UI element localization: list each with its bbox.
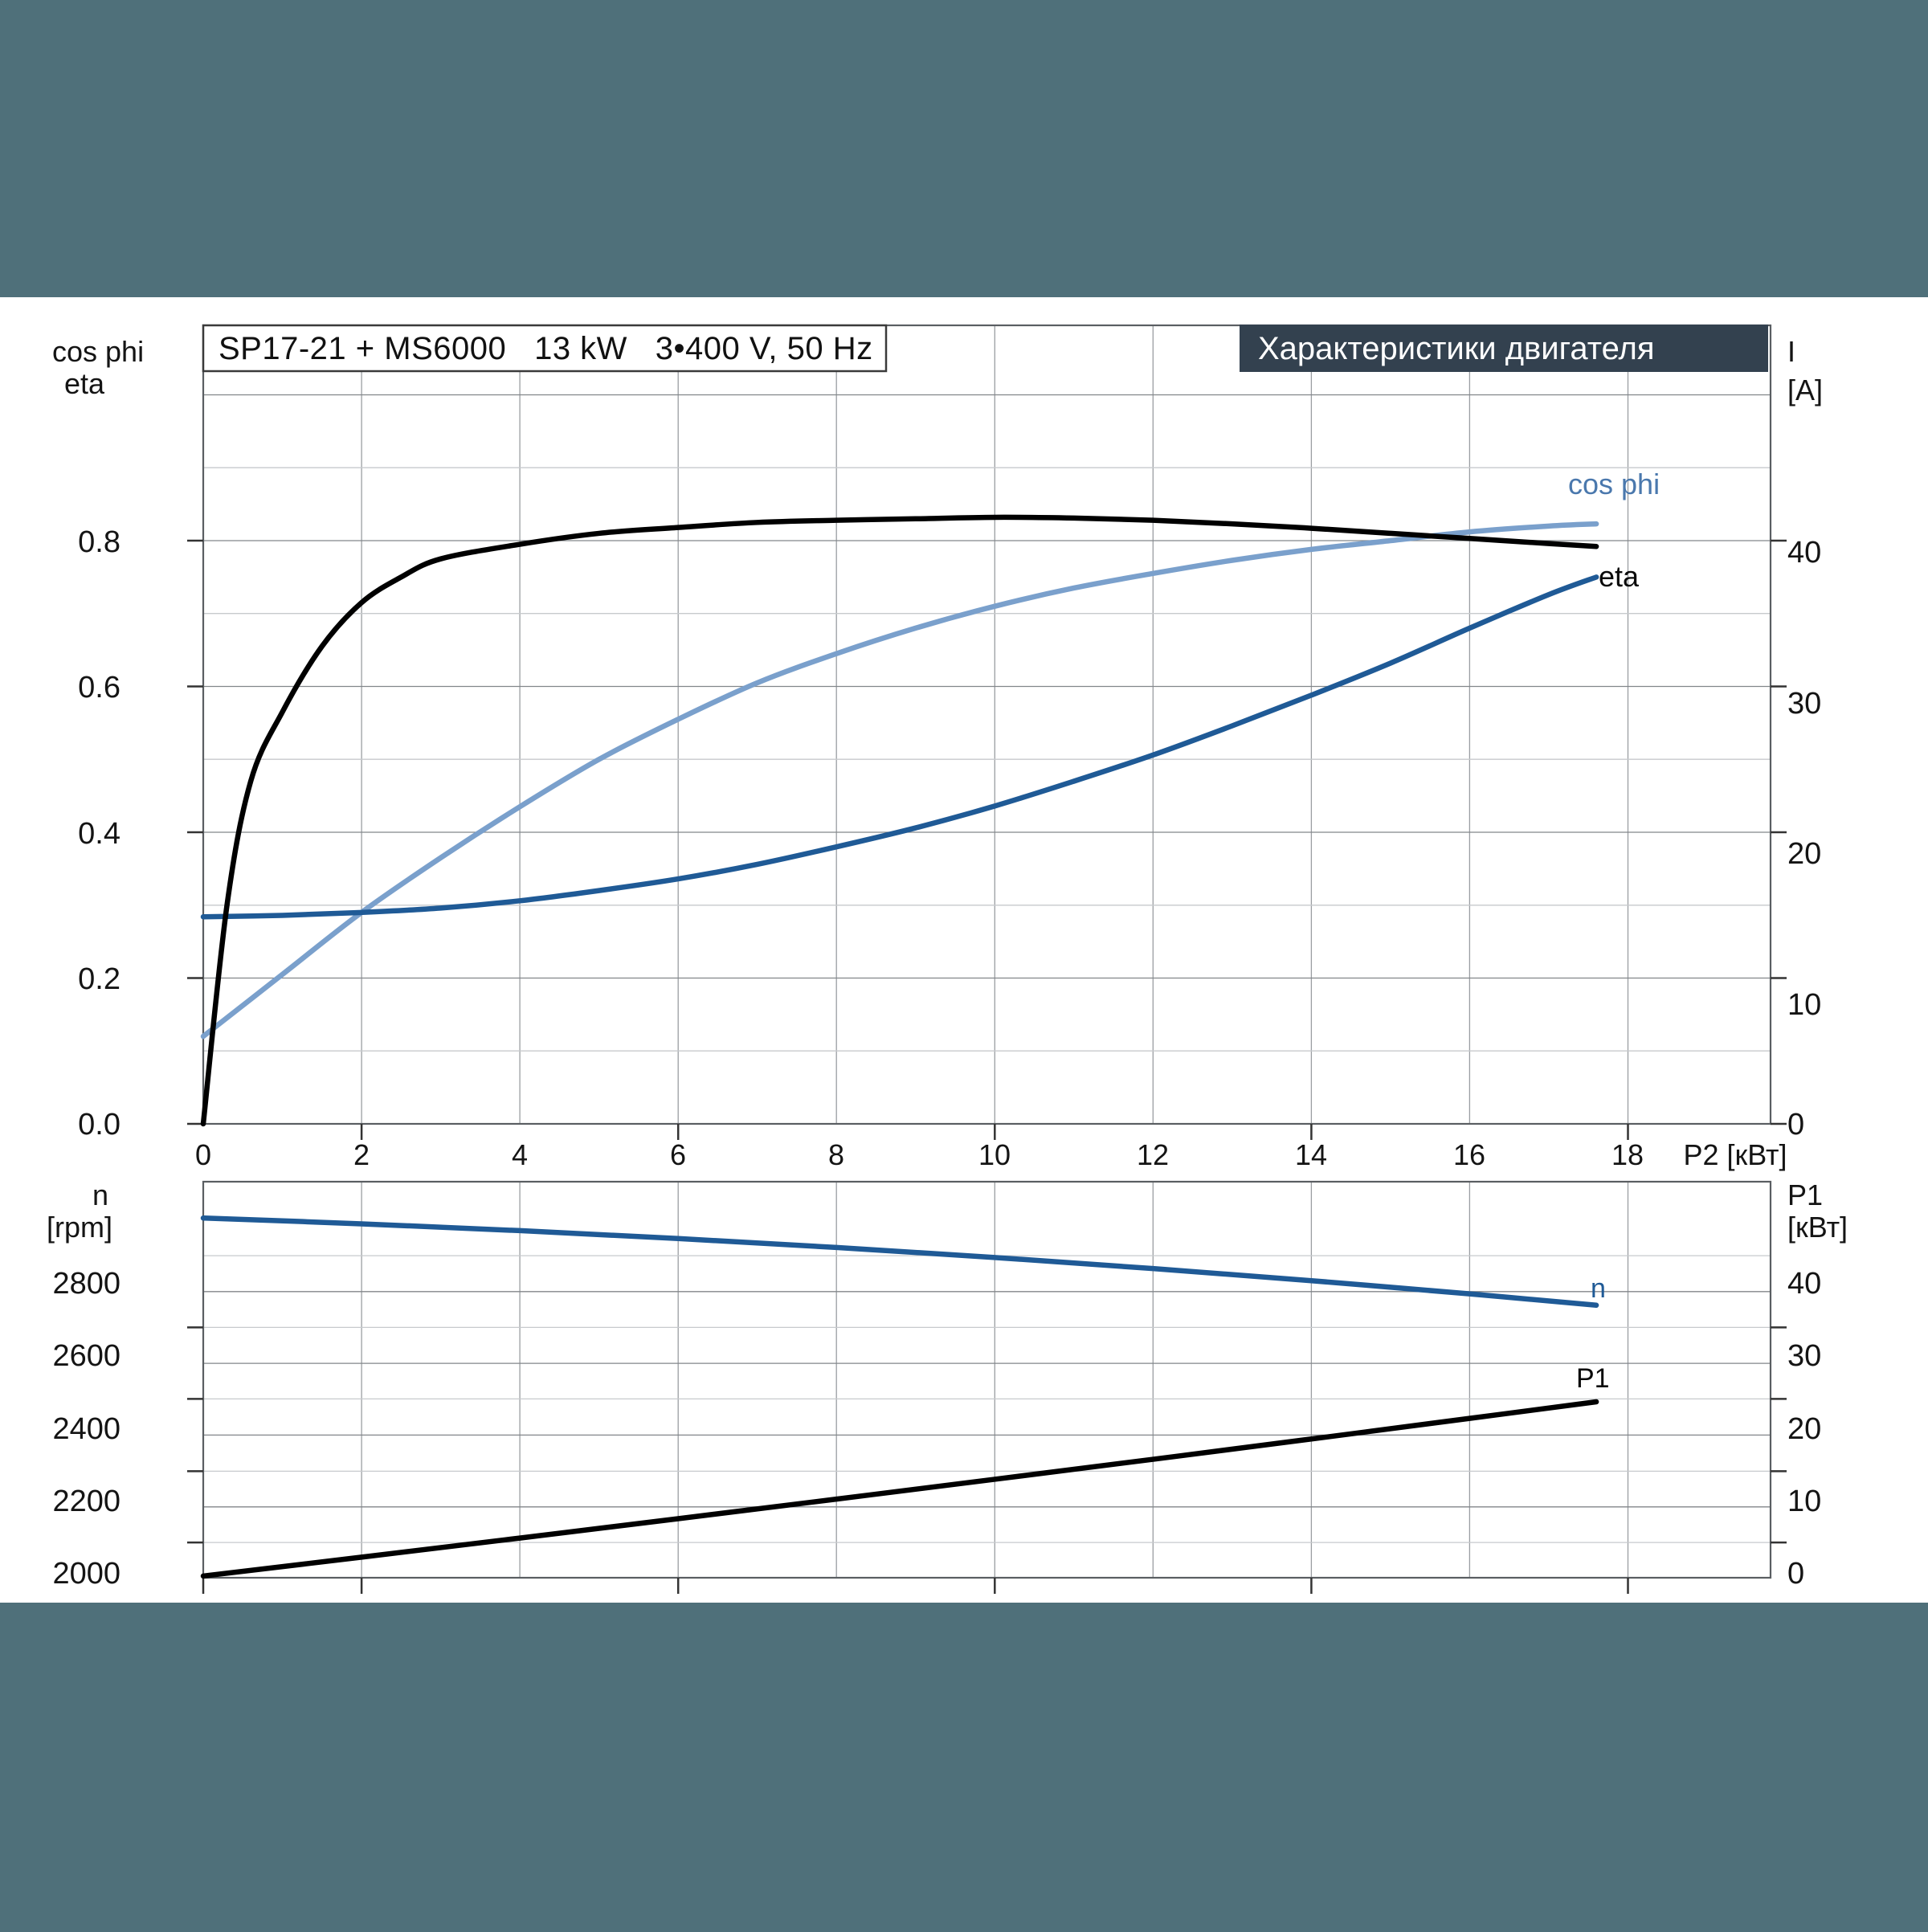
svg-text:2600: 2600 <box>52 1339 120 1373</box>
svg-text:20: 20 <box>1787 837 1821 871</box>
svg-text:14: 14 <box>1295 1138 1327 1171</box>
svg-text:0.6: 0.6 <box>78 671 120 705</box>
svg-text:18: 18 <box>1611 1138 1644 1171</box>
svg-text:12: 12 <box>1137 1138 1169 1171</box>
svg-text:16: 16 <box>1453 1138 1485 1171</box>
svg-text:10: 10 <box>1787 1485 1821 1518</box>
svg-text:P2 [кВт]: P2 [кВт] <box>1683 1138 1787 1171</box>
svg-text:30: 30 <box>1787 1339 1821 1373</box>
svg-text:SP17-21 + MS6000 13 kW 3•4: SP17-21 + MS6000 13 kW 3•400 V, 50 Hz <box>219 331 873 366</box>
svg-text:2800: 2800 <box>52 1267 120 1301</box>
svg-text:P1: P1 <box>1576 1363 1610 1394</box>
svg-text:30: 30 <box>1787 687 1821 721</box>
svg-text:[кВт]: [кВт] <box>1787 1211 1848 1244</box>
svg-text:0.4: 0.4 <box>78 817 120 851</box>
svg-text:0.2: 0.2 <box>78 962 120 996</box>
svg-text:2200: 2200 <box>52 1485 120 1518</box>
svg-text:0.0: 0.0 <box>78 1108 120 1142</box>
svg-text:0: 0 <box>195 1138 211 1171</box>
svg-text:6: 6 <box>670 1138 686 1171</box>
svg-text:20: 20 <box>1787 1412 1821 1446</box>
svg-text:0.8: 0.8 <box>78 525 120 559</box>
svg-text:2400: 2400 <box>52 1412 120 1446</box>
svg-text:0: 0 <box>1787 1557 1804 1591</box>
svg-text:0: 0 <box>1787 1108 1804 1142</box>
svg-text:cos phi: cos phi <box>52 335 144 368</box>
svg-text:4: 4 <box>512 1138 528 1171</box>
svg-text:P1: P1 <box>1787 1178 1823 1211</box>
svg-text:Характеристики двигателя: Характеристики двигателя <box>1258 331 1655 366</box>
svg-text:cos phi: cos phi <box>1568 468 1660 500</box>
svg-text:[A]: [A] <box>1787 374 1823 406</box>
svg-text:40: 40 <box>1787 1267 1821 1301</box>
svg-text:10: 10 <box>1787 988 1821 1022</box>
svg-text:n: n <box>92 1178 108 1211</box>
svg-text:10: 10 <box>978 1138 1011 1171</box>
svg-text:[rpm]: [rpm] <box>47 1211 112 1244</box>
svg-text:2000: 2000 <box>52 1557 120 1591</box>
svg-text:eta: eta <box>64 367 105 400</box>
svg-text:8: 8 <box>828 1138 844 1171</box>
svg-text:eta: eta <box>1599 560 1640 593</box>
svg-text:40: 40 <box>1787 536 1821 570</box>
svg-text:2: 2 <box>353 1138 370 1171</box>
svg-text:I: I <box>1787 335 1795 368</box>
svg-text:n: n <box>1591 1273 1606 1304</box>
